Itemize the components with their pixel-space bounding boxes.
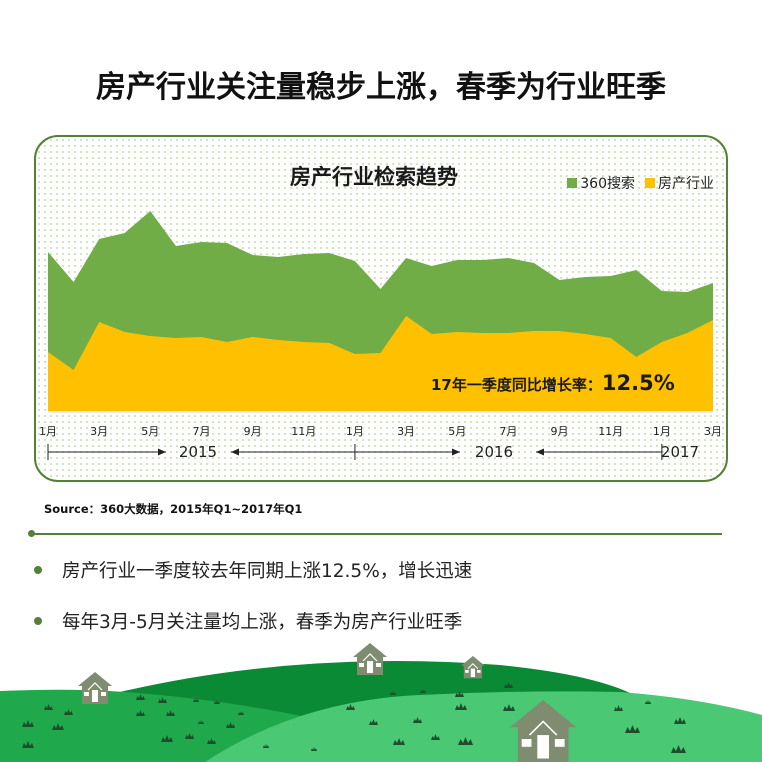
month-tick-label: 3月 [397, 425, 416, 438]
page-title: 房产行业关注量稳步上涨，春季为行业旺季 [96, 70, 666, 105]
growth-annotation: 17年一季度同比增长率：12.5% [431, 371, 675, 395]
house-icon [510, 700, 577, 762]
month-tick-label: 7月 [499, 425, 518, 438]
month-tick-label: 9月 [243, 425, 262, 438]
growth-label: 17年一季度同比增长率： [431, 376, 602, 394]
landscape-illustration [0, 643, 762, 762]
year-label-2016: 2016 [474, 443, 514, 461]
source-note: Source：360大数据，2015年Q1~2017年Q1 [44, 502, 303, 516]
year-label-2015: 2015 [178, 443, 218, 461]
bullet-item-1: 房产行业一季度较去年同期上涨12.5%，增长迅速 [34, 557, 472, 583]
arrow-right-icon [158, 448, 166, 456]
legend-label: 360搜索 [580, 176, 635, 192]
arrow-left-icon [536, 448, 544, 456]
bullet-text: 每年3月-5月关注量均上涨，春季为房产行业旺季 [62, 612, 463, 633]
house-icon [461, 656, 485, 679]
grass-tufts [22, 682, 686, 753]
legend-label: 房产行业 [658, 176, 714, 192]
bullet-text: 房产行业一季度较去年同期上涨12.5%，增长迅速 [62, 561, 473, 582]
arrow-left-icon [231, 448, 239, 456]
month-tick-label: 3月 [704, 425, 722, 438]
house-icon [78, 672, 112, 704]
hill-light [205, 691, 762, 762]
month-tick-label: 1月 [652, 425, 671, 438]
x-axis-month-labels: 1月 3月 5月 7月 9月 11月 1月 3月 5月 7月 9月 11月 1月 3月 [36, 423, 726, 441]
month-tick-label: 1月 [39, 425, 57, 438]
legend-item-real-estate: 房产行业 [645, 173, 714, 193]
month-tick-label: 5月 [141, 425, 160, 438]
month-tick-label: 3月 [90, 425, 109, 438]
month-tick-label: 11月 [291, 425, 317, 438]
arrow-right-icon [452, 448, 460, 456]
section-divider [30, 533, 722, 535]
month-tick-label: 7月 [192, 425, 211, 438]
month-tick-label: 1月 [345, 425, 364, 438]
month-tick-label: 5月 [448, 425, 467, 438]
year-label-2017: 2017 [660, 443, 700, 461]
chart-card: 房产行业检索趋势 360搜索 房产行业 17年一季度同比增长率：12.5% 1月… [34, 135, 728, 482]
month-tick-label: 9月 [550, 425, 569, 438]
series-area-real-estate [48, 316, 713, 411]
growth-value: 12.5% [601, 371, 675, 395]
bullet-dot-icon [34, 617, 42, 625]
chart-legend: 360搜索 房产行业 [567, 173, 714, 193]
month-tick-label: 11月 [598, 425, 624, 438]
house-icon [353, 643, 387, 675]
legend-swatch-green [567, 178, 578, 188]
bullet-item-2: 每年3月-5月关注量均上涨，春季为房产行业旺季 [34, 608, 462, 634]
area-chart [47, 211, 713, 460]
legend-item-360-search: 360搜索 [567, 173, 635, 193]
legend-swatch-yellow [645, 178, 655, 188]
bullet-dot-icon [34, 566, 42, 574]
chart-title: 房产行业检索趋势 [290, 165, 458, 189]
